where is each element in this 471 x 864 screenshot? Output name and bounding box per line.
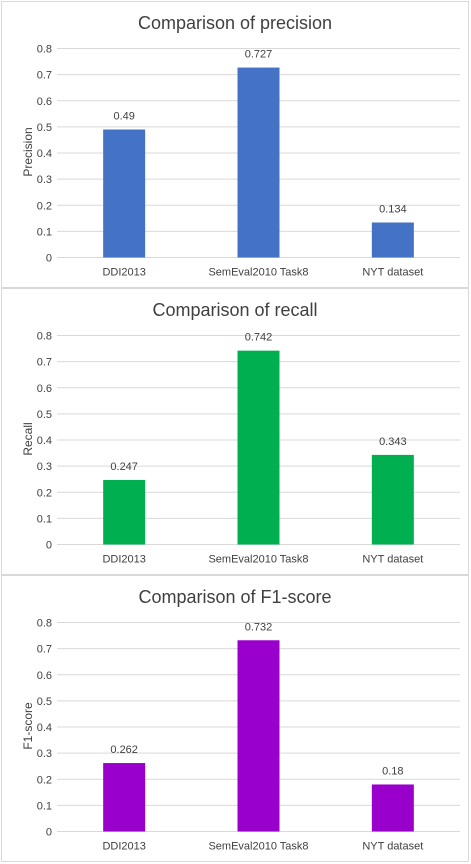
recall-chart-panel: Comparison of recall Recall 0 0.1 0.2 0.3 0.… xyxy=(1,288,469,575)
chart-title: Comparison of recall xyxy=(152,300,317,320)
y-tick-label: 0.4 xyxy=(37,435,52,447)
data-label: 0.732 xyxy=(245,621,273,633)
data-label: 0.343 xyxy=(379,436,407,448)
bar xyxy=(371,784,414,832)
recall-chart: Comparison of recall Recall 0 0.1 0.2 0.3 0.… xyxy=(21,300,460,566)
y-tick-label: 0.8 xyxy=(37,331,52,343)
plot-area: 0 0.1 0.2 0.3 0.4 0.5 0.6 0.7 0.8 0.262 DDI2013 0.7… xyxy=(37,618,460,853)
y-tick-label: 0.5 xyxy=(37,409,52,421)
y-tick-label: 0.8 xyxy=(37,618,52,630)
x-tick-label: NYT dataset xyxy=(362,267,423,279)
x-tick-label: DDI2013 xyxy=(102,267,145,279)
y-tick-label: 0 xyxy=(46,253,52,265)
chart-title: Comparison of precision xyxy=(138,13,332,33)
f1-score-chart-panel: Comparison of F1-score F1-score 0 0.1 0.2 0… xyxy=(1,575,469,862)
data-label: 0.49 xyxy=(113,110,134,122)
bar xyxy=(103,129,146,258)
y-tick-label: 0.3 xyxy=(37,174,52,186)
x-tick-label: NYT dataset xyxy=(362,841,423,853)
y-tick-label: 0.3 xyxy=(37,461,52,473)
bar xyxy=(371,222,414,258)
bar xyxy=(237,350,280,545)
plot-area: 0 0.1 0.2 0.3 0.4 0.5 0.6 0.7 0.8 0.49 DDI2013 0.72… xyxy=(37,44,460,279)
y-tick-label: 0 xyxy=(46,540,52,552)
precision-chart-panel: Comparison of precision Precision 0 0.1 0.… xyxy=(1,1,469,288)
bar xyxy=(371,454,414,545)
data-label: 0.18 xyxy=(382,765,403,777)
data-label: 0.134 xyxy=(379,203,407,215)
y-tick-label: 0.5 xyxy=(37,122,52,134)
y-tick-label: 0.4 xyxy=(37,722,52,734)
bar xyxy=(103,763,146,832)
y-tick-label: 0 xyxy=(46,827,52,839)
y-axis-label: F1-score xyxy=(21,702,35,750)
bar xyxy=(237,67,280,258)
bar xyxy=(103,479,146,545)
y-tick-label: 0.7 xyxy=(37,357,52,369)
y-tick-label: 0.3 xyxy=(37,748,52,760)
y-tick-label: 0.7 xyxy=(37,70,52,82)
y-tick-label: 0.7 xyxy=(37,644,52,656)
data-label: 0.262 xyxy=(110,744,138,756)
y-tick-label: 0.5 xyxy=(37,696,52,708)
y-tick-label: 0.6 xyxy=(37,670,52,682)
y-tick-label: 0.4 xyxy=(37,148,52,160)
chart-title: Comparison of F1-score xyxy=(138,587,331,607)
y-tick-label: 0.6 xyxy=(37,383,52,395)
x-tick-label: SemEval2010 Task8 xyxy=(208,841,308,853)
data-label: 0.742 xyxy=(245,332,273,344)
x-tick-label: SemEval2010 Task8 xyxy=(208,554,308,566)
x-tick-label: DDI2013 xyxy=(102,841,145,853)
y-tick-label: 0.6 xyxy=(37,96,52,108)
y-tick-label: 0.8 xyxy=(37,44,52,56)
bar xyxy=(237,640,280,832)
x-tick-label: SemEval2010 Task8 xyxy=(208,267,308,279)
y-tick-label: 0.1 xyxy=(37,800,52,812)
x-tick-label: DDI2013 xyxy=(102,554,145,566)
plot-area: 0 0.1 0.2 0.3 0.4 0.5 0.6 0.7 0.8 0.247 DDI2013 0.7… xyxy=(37,331,460,566)
y-tick-label: 0.2 xyxy=(37,200,52,212)
y-axis-label: Recall xyxy=(21,422,35,455)
y-tick-label: 0.1 xyxy=(37,513,52,525)
y-axis-label: Precision xyxy=(21,127,35,176)
y-tick-label: 0.1 xyxy=(37,226,52,238)
data-label: 0.247 xyxy=(110,461,138,473)
f1-score-chart: Comparison of F1-score F1-score 00.10.20… xyxy=(21,587,460,853)
data-label: 0.727 xyxy=(245,49,273,61)
y-tick-label: 0.2 xyxy=(37,774,52,786)
x-tick-label: NYT dataset xyxy=(362,554,423,566)
precision-chart: Comparison of precision Precision 0 0.1 0.… xyxy=(21,13,460,279)
y-tick-label: 0.2 xyxy=(37,487,52,499)
